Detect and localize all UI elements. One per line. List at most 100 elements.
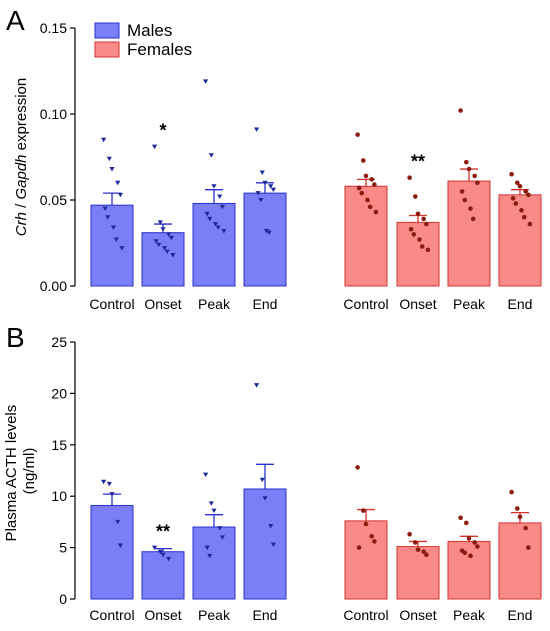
data-point <box>203 79 209 84</box>
data-point <box>170 253 176 258</box>
data-point <box>527 221 533 227</box>
data-point <box>109 167 115 172</box>
panel-b-ylabel-line1: Plasma ACTH levels <box>3 405 20 542</box>
data-point <box>523 525 528 531</box>
data-point <box>254 383 260 388</box>
data-point <box>415 547 421 552</box>
data-point <box>208 501 214 506</box>
data-point <box>113 237 119 242</box>
data-point <box>517 514 523 520</box>
data-point <box>259 170 265 175</box>
data-point <box>106 156 112 162</box>
data-point <box>373 209 379 215</box>
data-point <box>268 184 274 189</box>
legend-swatch-males <box>94 22 120 39</box>
data-point <box>515 506 520 511</box>
data-point <box>219 204 225 210</box>
y-tick-label: 15 <box>51 437 67 453</box>
data-point <box>219 535 225 540</box>
data-point <box>106 481 112 487</box>
x-tick-label: Onset <box>399 296 436 312</box>
data-point <box>419 244 425 249</box>
data-point <box>458 515 463 521</box>
x-tick-label: Control <box>89 296 134 312</box>
data-point <box>160 227 166 232</box>
bar-males-end <box>243 192 287 287</box>
x-tick-label: Onset <box>399 607 436 623</box>
y-tick-label: 25 <box>51 334 67 350</box>
data-point <box>166 232 172 237</box>
data-point <box>372 539 377 544</box>
data-point <box>413 194 418 199</box>
bar-males-end <box>243 488 287 600</box>
data-point <box>425 247 431 253</box>
data-point <box>356 545 362 550</box>
data-point <box>458 108 463 113</box>
bar-females-peak <box>447 180 491 287</box>
data-point <box>367 204 373 210</box>
data-point <box>356 185 362 191</box>
x-tick-label: Control <box>343 296 388 312</box>
data-point <box>470 216 476 222</box>
data-point <box>365 197 370 203</box>
data-point <box>156 242 162 248</box>
data-point <box>513 201 519 206</box>
panel-a-y-axis: 0.00 0.05 0.10 0.15 <box>40 20 76 294</box>
data-point <box>160 552 166 558</box>
legend: Males Females <box>94 21 192 59</box>
panel-a-ylabel: Crh / Gapdh expression <box>13 78 30 236</box>
data-point <box>262 180 268 186</box>
panel-b-ylabel: Plasma ACTH levels (ng/ml) <box>3 401 38 542</box>
data-point <box>415 211 421 217</box>
legend-swatch-females <box>94 41 120 58</box>
data-point <box>110 225 117 230</box>
bar-males-peak <box>192 526 236 600</box>
data-point <box>168 235 174 241</box>
data-point <box>211 184 217 189</box>
panel-b-y-axis: 0 5 10 15 20 25 <box>51 334 76 607</box>
x-tick-label: Onset <box>144 296 181 312</box>
data-point <box>421 216 427 222</box>
panel-a-letter: A <box>6 5 25 36</box>
x-tick-label: End <box>508 296 533 312</box>
x-tick-label: End <box>253 607 278 623</box>
x-tick-label: Peak <box>198 607 231 623</box>
data-point <box>424 221 429 227</box>
data-point <box>472 540 478 545</box>
data-point <box>152 144 158 150</box>
bar-females-onset <box>396 221 440 287</box>
data-point <box>115 180 121 186</box>
data-point <box>270 187 276 193</box>
data-point <box>424 552 429 558</box>
data-point <box>510 195 516 201</box>
panel-b: B Plasma ACTH levels (ng/ml) 0510152025 … <box>3 322 542 623</box>
data-point <box>361 508 366 513</box>
data-point <box>417 237 422 242</box>
data-point <box>361 158 366 163</box>
data-point <box>519 208 524 213</box>
data-point <box>355 465 360 470</box>
panel-b-letter: B <box>6 322 25 353</box>
x-tick-label: End <box>508 607 533 623</box>
data-point <box>268 524 274 529</box>
data-point <box>369 533 375 539</box>
data-point <box>411 232 417 237</box>
data-point <box>259 477 265 483</box>
legend-label-males: Males <box>127 21 172 40</box>
data-point <box>207 553 213 559</box>
data-point <box>212 222 219 227</box>
data-point <box>262 496 268 501</box>
data-point <box>217 194 223 199</box>
data-point <box>466 166 472 172</box>
data-point <box>217 526 223 531</box>
data-point <box>207 216 213 222</box>
data-point <box>266 230 272 236</box>
data-point <box>475 544 480 549</box>
data-point <box>523 189 528 194</box>
data-point <box>153 239 159 244</box>
data-point <box>254 127 260 132</box>
x-tick-label: Peak <box>198 296 231 312</box>
x-tick-label: Control <box>89 607 134 623</box>
y-tick-label: 0.05 <box>40 192 67 208</box>
data-point <box>221 228 227 234</box>
